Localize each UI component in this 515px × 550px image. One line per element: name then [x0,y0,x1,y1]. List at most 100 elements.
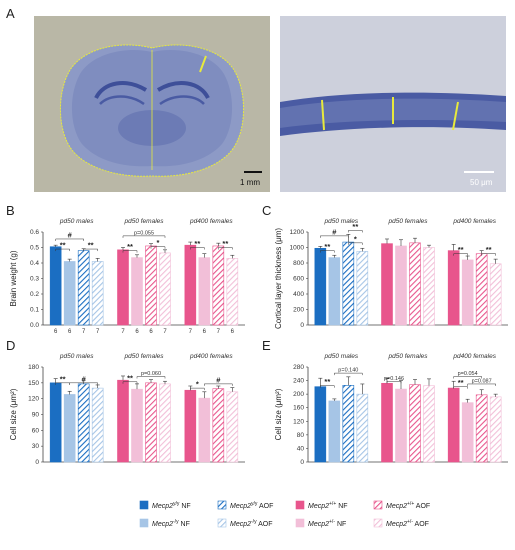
y-axis-title: Cell size (μm²) [9,388,18,440]
y-tick-label: 200 [293,307,304,314]
significance-label: * [354,234,357,243]
bar [212,245,225,326]
legend-label: Mecp2-/y AOF [230,519,273,528]
legend-label: Mecp2+/- NF [308,519,346,528]
sample-size-label: 7 [163,329,167,335]
y-tick-label: 80 [297,432,305,439]
legend-label: Mecp2+/+ NF [308,501,348,510]
significance-label: p=0.060 [141,371,161,377]
chart-b: 0.0 0.1 0.2 0.3 0.4 0.5 0.6 Brain weight (g) pd5… [9,218,245,335]
sample-size-label: 7 [189,329,193,335]
bar [145,245,157,326]
panel-letter-a: A [6,6,15,21]
sample-size-label: 7 [96,329,100,335]
significance-bracket [320,250,335,253]
bar [461,259,474,326]
significance-bracket [481,253,496,256]
legend: Mecp2y/y NF Mecp2y/y AOF Mecp2+/+ NF Mecp2+… [139,500,430,528]
bar [395,388,407,463]
scale-label-left: 1 mm [240,178,260,187]
legend-swatch [295,518,305,528]
bar [77,250,90,326]
legend-label: Mecp2y/y AOF [230,501,273,510]
group-label: pd50 males [59,353,94,360]
significance-label: ** [324,377,330,386]
sample-size-label: 6 [135,329,139,335]
significance-label: ** [458,378,464,387]
significance-label: # [216,375,221,384]
bar [475,253,488,326]
y-tick-label: 0.4 [30,260,39,267]
sample-size-label: 7 [82,329,86,335]
y-tick-label: 40 [297,445,305,452]
y-tick-label: 800 [293,260,304,267]
significance-bracket [453,386,468,389]
significance-label: # [332,227,337,236]
significance-label: ** [88,241,94,250]
bar [117,249,129,326]
significance-bracket [467,383,496,386]
significance-bracket [122,381,138,384]
group-label: pd50 females [123,218,164,225]
y-tick-label: 90 [32,412,40,419]
group-label: pd400 females [452,218,496,225]
significance-label: ** [60,241,66,250]
legend-swatch [295,500,305,510]
bar [49,246,62,326]
group-label: pd400 females [452,353,496,360]
group-label: pd50 females [387,353,428,360]
significance-bracket [320,385,335,388]
significance-label: p=0.055 [134,230,154,236]
bar [131,388,143,463]
bar [212,388,225,463]
bar [342,385,355,463]
scale-label-right: 50 μm [470,178,493,187]
legend-swatch [217,518,227,528]
bar [395,245,407,326]
bar [475,394,488,463]
bar [117,379,129,463]
micrograph-cortex-detail: 50 μm [280,16,506,192]
bar [91,261,104,326]
bar [328,257,341,326]
significance-label: # [68,230,73,239]
significance-bracket [190,387,205,391]
significance-label: p=0.054 [458,371,478,377]
group-label: pd50 females [387,218,428,225]
bar [145,382,157,463]
significance-label: p=0.140 [338,368,358,374]
bar [91,387,104,463]
significance-bracket [218,247,233,250]
legend-swatch [139,518,149,528]
significance-label: ** [486,245,492,254]
micrograph-brain-section: 1 mm [34,16,270,192]
significance-label: ** [352,222,358,231]
significance-bracket [453,376,482,379]
significance-label: * [157,238,160,247]
bar [159,252,171,326]
y-tick-label: 400 [293,291,304,298]
y-tick-label: 0.3 [30,276,39,283]
y-tick-label: 30 [32,443,40,450]
significance-bracket [55,248,70,252]
bar [381,382,393,463]
sample-size-label: 6 [68,329,72,335]
significance-bracket [348,242,363,245]
significance-label: ** [60,374,66,383]
legend-label: Mecp2y/y NF [152,501,191,510]
legend-swatch [373,500,383,510]
panel-letter-d: D [6,338,15,353]
significance-bracket [136,376,166,379]
bar [63,261,76,326]
significance-bracket [55,238,84,241]
bar [131,257,143,326]
significance-label: ** [194,239,200,248]
y-tick-label: 0.2 [30,291,39,298]
bar [447,387,460,463]
significance-bracket [453,253,468,256]
bar [226,391,239,463]
group-label: pd50 males [324,353,359,360]
charts: 0.0 0.1 0.2 0.3 0.4 0.5 0.6 Brain weight (g) pd5… [9,218,508,466]
y-tick-label: 120 [293,418,304,425]
significance-bracket [122,250,138,253]
